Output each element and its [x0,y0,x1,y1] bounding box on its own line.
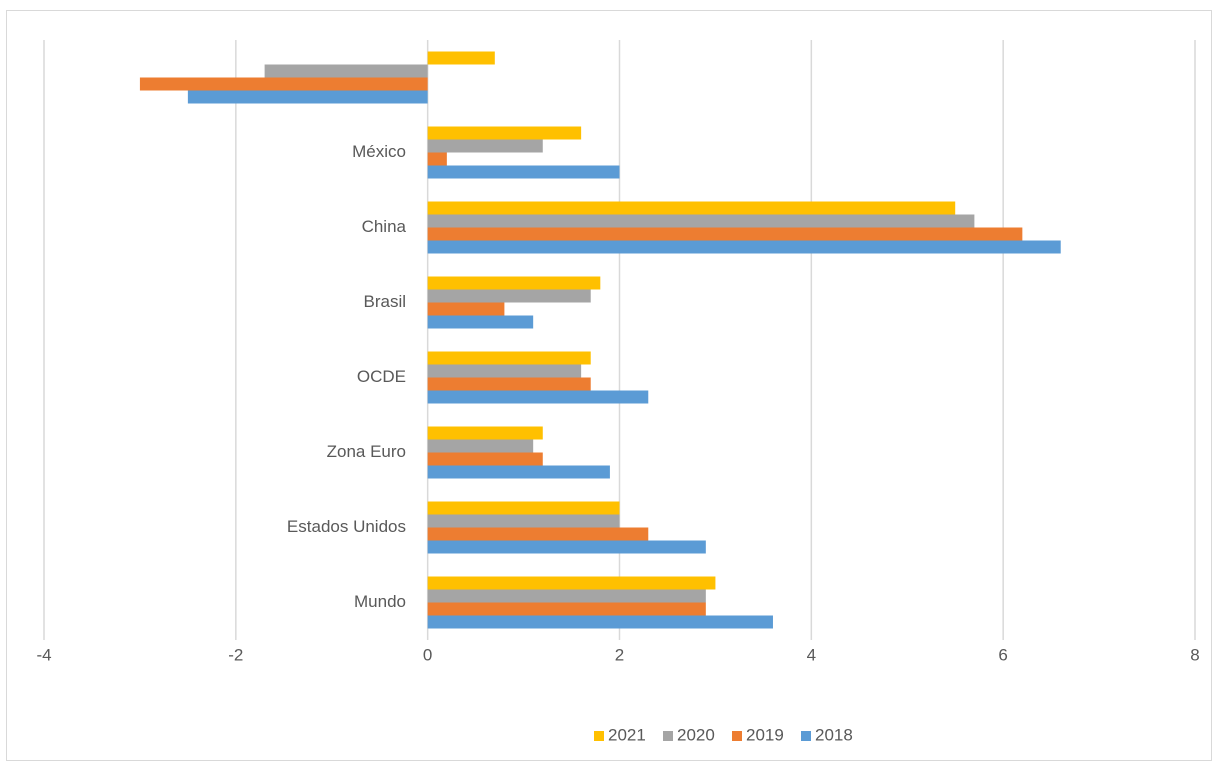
category-label: China [362,217,407,236]
bar [427,227,1023,241]
category-label: Estados Unidos [287,517,406,536]
x-tick-label: 6 [998,645,1007,664]
bar [427,240,1061,254]
bar [427,214,975,228]
bar [427,377,591,391]
chart-border [6,10,1212,761]
bar [427,527,649,541]
bar [427,452,543,466]
bar [139,77,428,91]
legend-label: 2019 [746,725,784,744]
x-tick-label: -2 [228,645,243,664]
legend-swatch [801,731,811,741]
bar [427,289,591,303]
bar [427,540,706,554]
bar [427,364,582,378]
legend-label: 2021 [608,725,646,744]
category-label: OCDE [357,367,406,386]
legend-swatch [594,731,604,741]
category-label: Zona Euro [327,442,406,461]
bar [427,302,505,316]
bar [427,390,649,404]
bar [427,51,495,65]
bar [427,126,582,140]
bar [427,514,620,528]
x-tick-label: 4 [807,645,816,664]
category-label: México [352,142,406,161]
bar [427,201,956,215]
legend-label: 2018 [815,725,853,744]
bar [427,315,534,329]
x-tick-label: -4 [36,645,51,664]
bar [427,589,706,603]
legend-label: 2020 [677,725,715,744]
bar [427,426,543,440]
bar [427,351,591,365]
bar [427,276,601,290]
bar [427,501,620,515]
x-tick-label: 2 [615,645,624,664]
legend-swatch [732,731,742,741]
bar [427,615,773,629]
bar [427,439,534,453]
legend-swatch [663,731,673,741]
x-tick-label: 8 [1190,645,1199,664]
bar [427,152,447,166]
bar [427,139,543,153]
bar [427,602,706,616]
bar [427,465,610,479]
bar [264,64,428,78]
category-label: Mundo [354,592,406,611]
bar [427,165,620,179]
bar [427,576,716,590]
bar [187,90,428,104]
category-label: Brasil [363,292,406,311]
x-tick-label: 0 [423,645,432,664]
